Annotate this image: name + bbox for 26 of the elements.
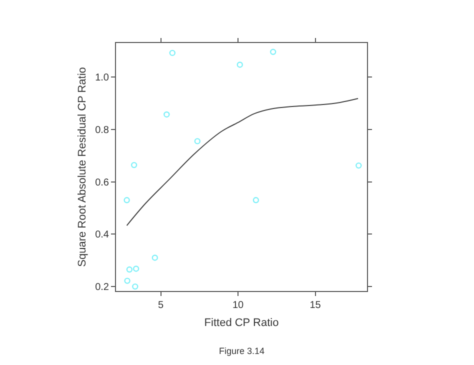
x-tick-label: 15 — [310, 300, 322, 311]
line-series — [126, 98, 359, 226]
x-tick-label: 10 — [232, 300, 244, 311]
point — [356, 162, 362, 169]
point — [124, 278, 130, 284]
point — [270, 48, 276, 55]
point — [124, 197, 130, 204]
point — [164, 111, 170, 118]
point — [194, 138, 200, 144]
point — [236, 62, 243, 68]
point — [130, 162, 138, 168]
point — [126, 266, 133, 273]
y-tick-label: 0.6 — [95, 177, 110, 188]
caption: Figure 3.14 — [219, 346, 265, 356]
x-tick-label: 5 — [158, 300, 164, 311]
y-tick-label: 0.2 — [95, 282, 110, 294]
point — [132, 283, 138, 290]
point — [152, 254, 158, 261]
point — [169, 50, 176, 56]
y-tick-label: 0.4 — [95, 230, 110, 241]
y-tick-label: 1.0 — [95, 72, 110, 84]
y-axis-title: Square Root Absolute Residual CP Ratio — [76, 67, 89, 267]
point — [252, 197, 260, 204]
y-tick-label: 0.8 — [95, 124, 110, 136]
point — [132, 266, 140, 272]
x-axis-title: Fitted CP Ratio — [204, 317, 279, 330]
